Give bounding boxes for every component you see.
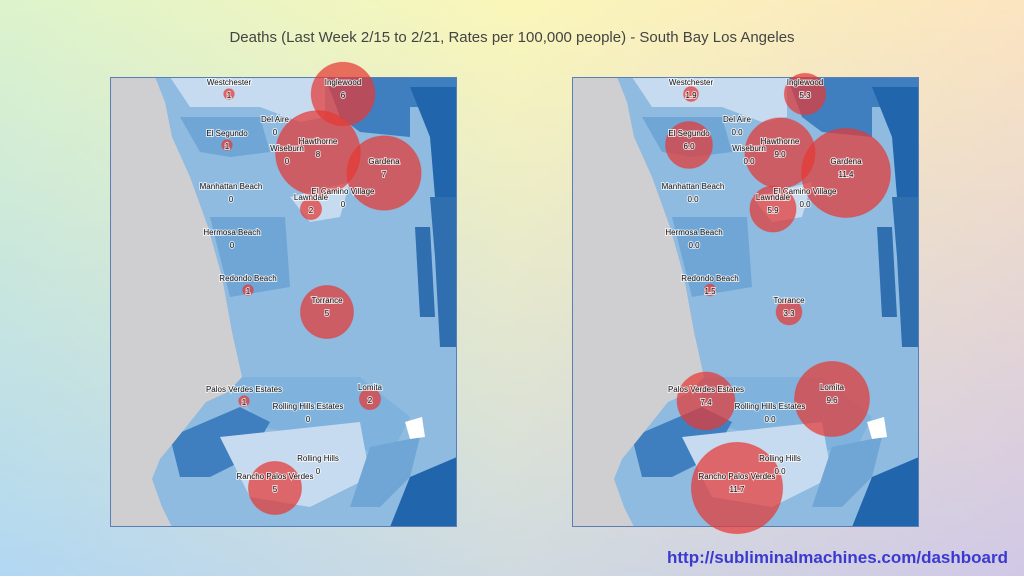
place-label: Hermosa Beach <box>203 228 260 237</box>
bubble <box>703 283 717 297</box>
value-label: 0 <box>316 467 321 476</box>
value-label: 3.3 <box>783 309 795 318</box>
place-label: Torrance <box>773 296 805 305</box>
value-label: 0 <box>341 200 346 209</box>
place-label: El Segundo <box>668 129 710 138</box>
place-label: Rolling Hills <box>297 454 339 463</box>
value-label: 11.7 <box>730 485 746 494</box>
bubble <box>690 441 784 535</box>
bubble <box>346 135 422 211</box>
value-label: 0.0 <box>687 195 699 204</box>
bubble <box>242 284 254 296</box>
place-label: Rolling Hills Estates <box>735 402 806 411</box>
bubble <box>749 185 797 233</box>
place-label: El Segundo <box>206 129 248 138</box>
bubble <box>676 371 736 431</box>
value-label: 0.0 <box>764 415 776 424</box>
url[interactable]: http://subliminalmachines.com/dashboard <box>667 548 1008 567</box>
title: Deaths (Last Week 2/15 to 2/21, Rates pe… <box>229 29 794 46</box>
place-label: Rolling Hills Estates <box>273 402 344 411</box>
value-label: 9.6 <box>826 396 838 405</box>
value-label: 0.0 <box>799 200 811 209</box>
place-label: Torrance <box>311 296 343 305</box>
place-label: Manhattan Beach <box>662 182 725 191</box>
value-label: 8 <box>316 150 321 159</box>
bubble <box>665 121 713 169</box>
place-label: Palos Verdes Estates <box>206 385 282 394</box>
place-label: Lomita <box>820 383 845 392</box>
place-label: Lawndale <box>294 193 329 202</box>
place-label: Wiseburn <box>270 144 304 153</box>
value-label: 1 <box>227 91 232 100</box>
bubble <box>683 86 699 102</box>
place-label: Hawthorne <box>299 137 338 146</box>
place-label: Rolling Hills <box>759 454 801 463</box>
place-label: Westchester <box>207 78 252 87</box>
place-label: Hawthorne <box>761 137 800 146</box>
place-label: Palos Verdes Estates <box>668 385 744 394</box>
place-label: Del Aire <box>723 115 752 124</box>
value-label: 6.0 <box>683 142 695 151</box>
value-label: 0 <box>230 241 235 250</box>
value-label: 11.4 <box>839 170 855 179</box>
bubble <box>248 461 302 515</box>
place-label: Hermosa Beach <box>665 228 722 237</box>
place-label: Lomita <box>358 383 383 392</box>
value-label: 1 <box>246 287 251 296</box>
value-label: 5 <box>325 309 330 318</box>
place-label: Redondo Beach <box>681 274 738 283</box>
bubble <box>794 361 870 437</box>
place-label: Westchester <box>669 78 714 87</box>
value-label: 0.0 <box>688 241 700 250</box>
bubble <box>775 298 803 326</box>
value-label: 1.5 <box>704 287 716 296</box>
bubble <box>300 285 354 339</box>
place-label: Lawndale <box>756 193 791 202</box>
bubble <box>358 387 382 411</box>
value-label: 1 <box>242 398 247 407</box>
value-label: 0.0 <box>731 128 743 137</box>
place-label: Redondo Beach <box>219 274 276 283</box>
place-label: Manhattan Beach <box>200 182 263 191</box>
place-label: Inglewood <box>787 78 823 87</box>
value-label: 9.0 <box>774 150 786 159</box>
place-label: El Camino Village <box>312 187 376 196</box>
value-label: 2 <box>309 206 314 215</box>
value-label: 0.0 <box>743 157 755 166</box>
bubble <box>223 88 235 100</box>
value-label: 5.9 <box>767 206 779 215</box>
place-label: Rancho Palos Verdes <box>237 472 314 481</box>
place-label: Wiseburn <box>732 144 766 153</box>
value-label: 0 <box>306 415 311 424</box>
place-label: Gardena <box>830 157 862 166</box>
place-label: Rancho Palos Verdes <box>699 472 776 481</box>
value-label: 0.0 <box>774 467 786 476</box>
bubble <box>238 395 250 407</box>
bubble <box>299 197 323 221</box>
bubble <box>783 72 827 116</box>
value-label: 2 <box>368 396 373 405</box>
value-label: 0 <box>273 128 278 137</box>
value-label: 5 <box>273 485 278 494</box>
value-label: 5.3 <box>799 91 811 100</box>
value-label: 6 <box>341 91 346 100</box>
place-label: Del Aire <box>261 115 290 124</box>
overlay: Westchester 1 Inglewood 6 Del Aire 0 El Segund… <box>199 61 891 535</box>
value-label: 0 <box>229 195 234 204</box>
value-label: 7 <box>382 170 387 179</box>
bubble <box>801 128 891 218</box>
value-label: 1.9 <box>685 91 697 100</box>
place-label: Gardena <box>368 157 400 166</box>
value-label: 1 <box>225 142 230 151</box>
value-label: 0 <box>285 157 290 166</box>
place-label: El Camino Village <box>774 187 838 196</box>
bubble <box>221 139 233 151</box>
value-label: 7.4 <box>700 398 712 407</box>
place-label: Inglewood <box>325 78 361 87</box>
